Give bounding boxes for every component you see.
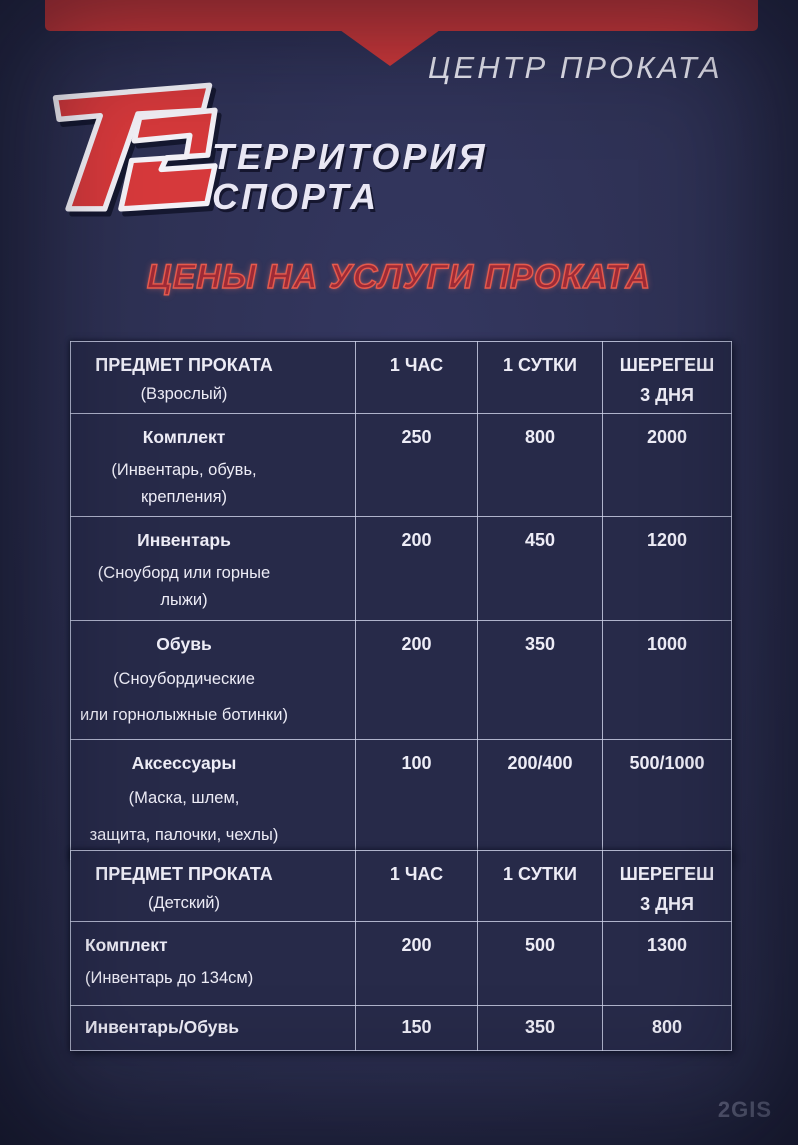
col-header-item-sub: (Детский): [147, 894, 221, 912]
col-header-item-title: ПРЕДМЕТ ПРОКАТА: [95, 355, 273, 375]
price-hour: 150: [355, 1005, 478, 1051]
banner-title: ЦЕНТР ПРОКАТА: [428, 50, 723, 85]
col-header-item: ПРЕДМЕТ ПРОКАТА (Взрослый): [70, 341, 356, 414]
adult-price-table: ПРЕДМЕТ ПРОКАТА (Взрослый) 1 ЧАС 1 СУТКИ…: [70, 341, 732, 861]
item-details-line: (Сноуборд или горные: [97, 564, 271, 583]
table-row-obuv: Обувь (Сноубордические или горнолыжные б…: [70, 619, 732, 741]
item-cell: Комплект (Инвентарь до 134см): [70, 921, 356, 1006]
col-header-hour: 1 ЧАС: [355, 850, 478, 922]
ts-logo-icon: [52, 82, 218, 212]
logo-text-line1: ТЕРРИТОРИЯ: [212, 136, 488, 177]
col-header-sheregesh-line1: ШЕРЕГЕШ: [619, 864, 715, 884]
item-details-line: лыжи): [160, 591, 208, 610]
item-details: (Сноубордические или горнолыжные ботинки…: [75, 661, 293, 734]
item-cell: Комплект (Инвентарь, обувь, крепления): [70, 412, 356, 518]
item-name: Инвентарь: [137, 530, 231, 551]
item-details: (Сноуборд или горные лыжи): [75, 560, 293, 613]
page-title: ЦЕНЫ НА УСЛУГИ ПРОКАТА: [146, 257, 652, 296]
item-details: (Инвентарь до 134см): [85, 965, 347, 992]
col-header-sheregesh-line1: ШЕРЕГЕШ: [619, 355, 715, 375]
col-header-sheregesh-line2: 3 ДНЯ: [640, 385, 694, 405]
item-details: (Инвентарь, обувь, крепления): [75, 457, 293, 510]
price-day: 200/400: [477, 739, 603, 861]
price-day: 800: [477, 412, 603, 518]
kids-price-table: ПРЕДМЕТ ПРОКАТА (Детский) 1 ЧАС 1 СУТКИ …: [70, 850, 732, 1051]
col-header-day: 1 СУТКИ: [477, 850, 603, 922]
price-day: 350: [477, 1005, 603, 1051]
item-details: (Маска, шлем, защита, палочки, чехлы): [75, 780, 293, 853]
ribbon-pointer-icon: [340, 30, 440, 66]
item-details-line: или горнолыжные ботинки): [80, 706, 288, 725]
price-sheregesh: 1300: [602, 921, 732, 1006]
adult-header-row: ПРЕДМЕТ ПРОКАТА (Взрослый) 1 ЧАС 1 СУТКИ…: [70, 341, 732, 414]
col-header-sheregesh: ШЕРЕГЕШ 3 ДНЯ: [602, 850, 732, 922]
price-day: 450: [477, 516, 603, 621]
col-header-item: ПРЕДМЕТ ПРОКАТА (Детский): [70, 850, 356, 922]
col-header-day: 1 СУТКИ: [477, 341, 603, 414]
table-row-aksessuary: Аксессуары (Маска, шлем, защита, палочки…: [70, 739, 732, 861]
price-sheregesh: 800: [602, 1005, 732, 1051]
price-sheregesh: 2000: [602, 412, 732, 518]
item-name: Аксессуары: [131, 753, 237, 774]
item-details-line: (Сноубордические: [113, 669, 255, 688]
item-cell: Аксессуары (Маска, шлем, защита, палочки…: [70, 739, 356, 861]
price-day: 350: [477, 619, 603, 741]
item-details-line: (Инвентарь до 134см): [85, 969, 254, 987]
price-hour: 200: [355, 516, 478, 621]
col-header-sheregesh: ШЕРЕГЕШ 3 ДНЯ: [602, 341, 732, 414]
col-header-sheregesh-line2: 3 ДНЯ: [640, 894, 694, 914]
table-row-inventar: Инвентарь (Сноуборд или горные лыжи) 200…: [70, 516, 732, 621]
price-hour: 200: [355, 619, 478, 741]
table-row-komplekt: Комплект (Инвентарь, обувь, крепления) 2…: [70, 412, 732, 518]
col-header-item-title: ПРЕДМЕТ ПРОКАТА: [95, 864, 273, 884]
item-name: Инвентарь/Обувь: [85, 1017, 240, 1037]
logo-text-line2: СПОРТА: [212, 176, 380, 217]
price-sheregesh: 1200: [602, 516, 732, 621]
item-details-line: (Маска, шлем,: [128, 789, 240, 808]
item-cell: Обувь (Сноубордические или горнолыжные б…: [70, 619, 356, 741]
price-sheregesh: 1000: [602, 619, 732, 741]
item-name: Комплект: [85, 935, 168, 955]
kids-header-row: ПРЕДМЕТ ПРОКАТА (Детский) 1 ЧАС 1 СУТКИ …: [70, 850, 732, 922]
item-details-line: крепления): [140, 487, 228, 506]
item-cell: Инвентарь (Сноуборд или горные лыжи): [70, 516, 356, 621]
price-hour: 100: [355, 739, 478, 861]
table-row-kids-inventar-obuv: Инвентарь/Обувь 150 350 800: [70, 1005, 732, 1051]
table-row-kids-komplekt: Комплект (Инвентарь до 134см) 200 500 13…: [70, 921, 732, 1006]
item-name: Комплект: [142, 427, 226, 447]
item-cell: Инвентарь/Обувь: [70, 1005, 356, 1051]
price-hour: 250: [355, 412, 478, 518]
top-red-ribbon: [45, 0, 758, 31]
price-hour: 200: [355, 921, 478, 1006]
col-header-hour: 1 ЧАС: [355, 341, 478, 414]
item-details-line: (Инвентарь, обувь,: [111, 461, 257, 479]
price-sheregesh: 500/1000: [602, 739, 732, 861]
item-details-line: защита, палочки, чехлы): [89, 825, 279, 844]
2gis-watermark: 2GIS: [717, 1097, 772, 1122]
price-day: 500: [477, 921, 603, 1006]
item-name: Обувь: [156, 633, 212, 654]
col-header-item-sub: (Взрослый): [140, 385, 228, 403]
